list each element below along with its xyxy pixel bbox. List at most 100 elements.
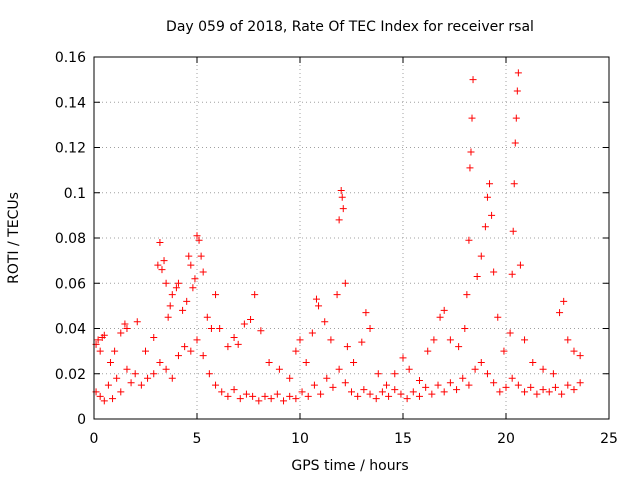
data-point	[558, 390, 566, 398]
data-point	[409, 388, 417, 396]
data-point	[366, 390, 374, 398]
data-point	[471, 365, 479, 373]
x-tick-label: 0	[90, 431, 99, 447]
data-point	[144, 374, 152, 382]
data-point	[358, 338, 366, 346]
data-point	[481, 223, 489, 231]
data-point	[117, 329, 125, 337]
data-point	[440, 306, 448, 314]
data-point	[424, 347, 432, 355]
data-point	[296, 336, 304, 344]
data-point	[224, 343, 232, 351]
x-tick-label: 5	[193, 431, 202, 447]
grid	[94, 57, 609, 419]
data-point	[466, 164, 474, 172]
x-tick-label: 25	[600, 431, 618, 447]
data-point	[333, 291, 341, 299]
y-tick-label: 0.02	[55, 367, 86, 383]
data-point	[403, 395, 411, 403]
data-point	[564, 381, 572, 389]
data-point	[205, 370, 213, 378]
data-point	[335, 365, 343, 373]
y-tick-label: 0.12	[55, 141, 86, 157]
data-point	[341, 279, 349, 287]
data-point	[354, 392, 362, 400]
data-point	[168, 374, 176, 382]
data-point	[315, 302, 323, 310]
data-point	[527, 383, 535, 391]
y-tick-label: 0.16	[55, 50, 86, 66]
data-point	[513, 87, 521, 95]
data-point	[343, 343, 351, 351]
data-point	[521, 336, 529, 344]
data-point	[551, 383, 559, 391]
data-point	[172, 284, 180, 292]
data-point	[156, 239, 164, 247]
data-point	[508, 374, 516, 382]
data-point	[242, 390, 250, 398]
data-point	[434, 381, 442, 389]
data-point	[100, 331, 108, 339]
data-point	[197, 252, 205, 260]
data-point	[142, 347, 149, 355]
y-axis-label: ROTI / TECUs	[6, 192, 22, 284]
data-point	[164, 313, 172, 321]
data-point	[96, 347, 104, 355]
data-point	[236, 395, 244, 403]
data-point	[123, 365, 131, 373]
data-point	[193, 336, 201, 344]
data-point	[286, 392, 294, 400]
data-point	[96, 392, 104, 400]
data-point	[195, 236, 203, 244]
data-point	[212, 291, 220, 299]
data-point	[261, 392, 269, 400]
data-point	[94, 336, 102, 344]
data-point	[317, 390, 325, 398]
data-point	[308, 329, 316, 337]
data-point	[430, 336, 438, 344]
data-point	[560, 297, 568, 305]
y-tick-label: 0.08	[55, 231, 86, 247]
data-point	[106, 358, 114, 366]
data-point	[440, 388, 448, 396]
data-point	[310, 381, 318, 389]
data-point	[199, 268, 207, 276]
data-point	[337, 186, 345, 194]
data-point	[422, 383, 430, 391]
data-point	[576, 352, 584, 360]
data-point	[490, 379, 498, 387]
data-point	[399, 354, 407, 362]
data-point	[137, 381, 145, 389]
data-point	[539, 365, 547, 373]
data-point	[338, 193, 346, 201]
data-point	[298, 388, 306, 396]
data-point	[405, 365, 413, 373]
axes: 0 5 10 15 20 25 0 0.02 0.04 0.06 0.08 0.1 0.12 0.14 0.…	[55, 50, 618, 447]
data-point	[203, 313, 211, 321]
data-point	[455, 343, 463, 351]
data-point	[111, 347, 119, 355]
data-point	[570, 386, 578, 394]
data-point	[150, 334, 158, 342]
data-point	[335, 216, 343, 224]
data-point	[127, 379, 135, 387]
data-point	[218, 388, 226, 396]
data-point	[174, 352, 182, 360]
data-point	[494, 313, 502, 321]
data-point	[199, 352, 207, 360]
data-point	[113, 374, 121, 382]
data-point	[304, 392, 312, 400]
data-point	[488, 211, 496, 219]
data-point	[556, 309, 564, 317]
data-point	[378, 388, 386, 396]
data-point	[529, 358, 537, 366]
data-point	[158, 266, 166, 274]
data-point	[267, 395, 275, 403]
data-point	[477, 358, 485, 366]
data-point	[374, 370, 382, 378]
data-point	[191, 275, 199, 283]
data-point	[247, 315, 255, 323]
data-point	[166, 302, 174, 310]
data-points	[92, 69, 584, 405]
